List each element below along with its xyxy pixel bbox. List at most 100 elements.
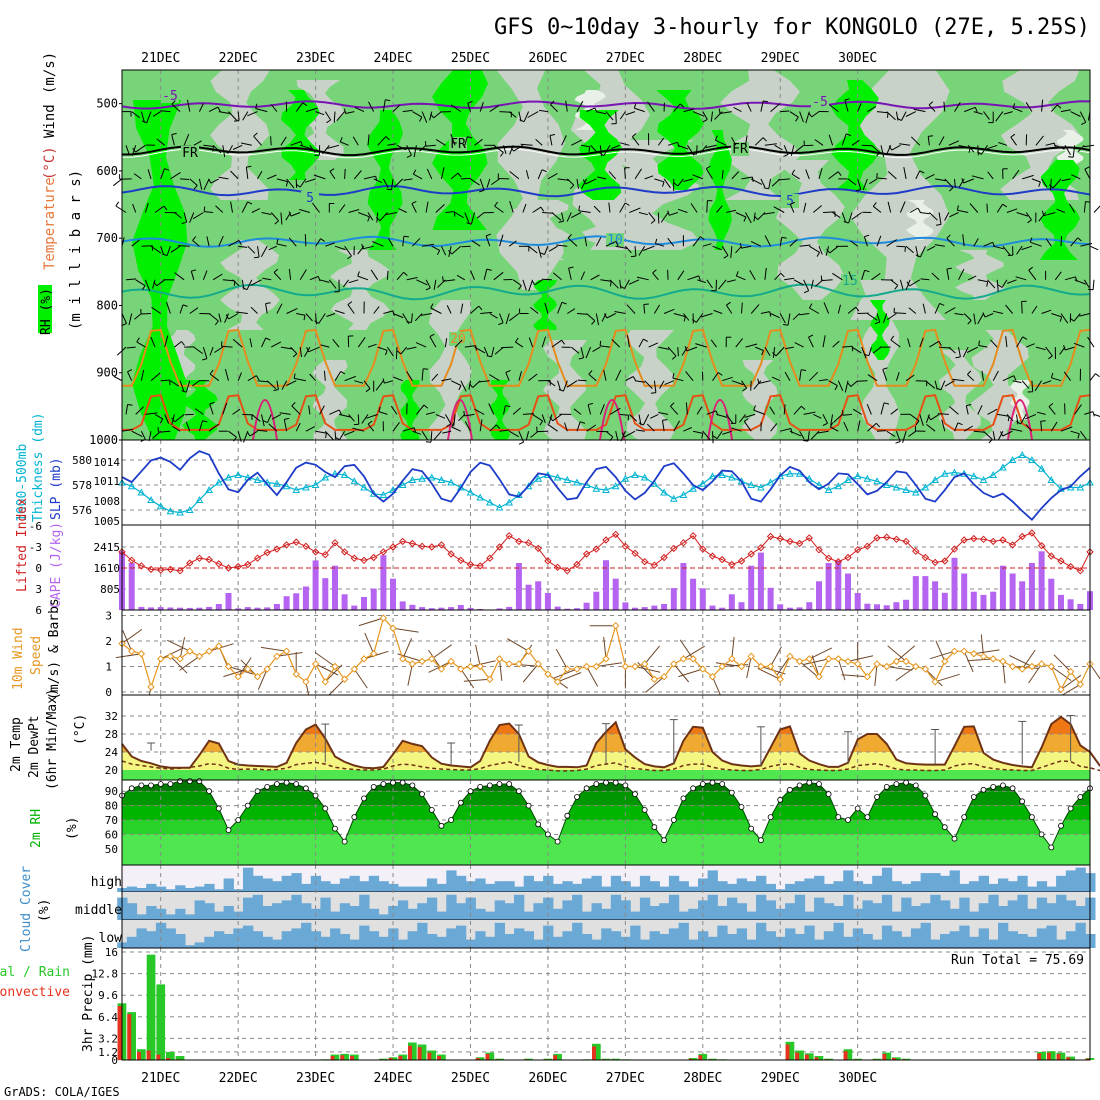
- rh2m-panel-labels: 2m RH (%): [29, 809, 80, 848]
- precip-total-bar: [417, 1044, 427, 1060]
- isotherm-30: [599, 399, 625, 441]
- cloud-high-bar: [214, 889, 225, 892]
- wind10m-barb: [499, 658, 503, 681]
- rh2m-point: [390, 779, 396, 786]
- wind-barb: [830, 414, 834, 426]
- temp-tick-label: 20: [105, 764, 118, 777]
- li-point: [805, 534, 813, 542]
- wind-barb: [867, 422, 877, 432]
- rh-region: [490, 380, 510, 440]
- wind-barb: [585, 178, 597, 185]
- wind-barb-flag: [672, 373, 675, 379]
- wind10m-point: [815, 672, 823, 681]
- precip-total-bar: [1056, 1052, 1066, 1060]
- wind10m-point: [244, 665, 252, 673]
- wind-barb: [177, 245, 190, 247]
- wind-barb: [352, 427, 365, 432]
- cape-bar: [574, 608, 580, 610]
- wind-barb: [318, 313, 326, 324]
- wind-barb: [669, 212, 678, 216]
- wind-barb: [700, 313, 713, 318]
- wind-barb-flag: [539, 420, 544, 426]
- wind10m-barb: [122, 630, 133, 652]
- wind-barb: [402, 427, 415, 432]
- wind-barb: [829, 104, 839, 112]
- wind-barb: [987, 279, 996, 289]
- wind-barb-flag: [1029, 237, 1033, 243]
- cloud-high-bar: [572, 883, 583, 892]
- wind10m-point: [950, 647, 959, 655]
- wind10m-barb: [115, 653, 142, 659]
- thickness-point: [640, 473, 649, 481]
- rh2m-point: [516, 788, 522, 795]
- wind-barb: [664, 380, 674, 386]
- isotherm-label-bg: [449, 332, 467, 346]
- wind-barb: [362, 245, 374, 250]
- precip-total-bar: [127, 1012, 136, 1060]
- wind-barb: [934, 303, 941, 314]
- wind-barb-flag: [753, 215, 759, 220]
- wind-barb-flag: [1013, 375, 1017, 381]
- wind-barb-flag: [347, 255, 352, 260]
- wind-barb: [992, 310, 1004, 314]
- wind-barb: [809, 245, 820, 253]
- wind-barb-flag: [874, 321, 880, 325]
- wind-barb-flag: [478, 305, 483, 311]
- li-point: [766, 532, 775, 541]
- wind10m-point: [737, 662, 746, 671]
- rh2m-point: [912, 782, 919, 789]
- cloud-high-bar: [446, 870, 457, 892]
- wind10m-barb: [208, 643, 234, 652]
- wind-barb-flag: [915, 254, 921, 258]
- isotherm-label: 5: [306, 191, 314, 206]
- wind-barb-flag: [744, 418, 749, 422]
- wind-barb: [212, 273, 223, 281]
- precip-total-bar: [524, 1058, 533, 1060]
- cloud-high-bar: [668, 875, 680, 892]
- cloud-middle-bar: [678, 911, 689, 920]
- wind-barb: [450, 380, 462, 386]
- wind-barb: [954, 422, 959, 432]
- li-point: [689, 532, 697, 540]
- cloud-low-bar: [475, 931, 486, 948]
- rh-region: [850, 70, 950, 320]
- wind-barb: [352, 136, 359, 146]
- wind-barb-flag: [1084, 166, 1090, 170]
- thickness-point: [1076, 483, 1085, 491]
- wind10m-barb: [257, 668, 268, 690]
- cloud-low-label: low: [99, 931, 123, 946]
- cape-bar: [1067, 599, 1074, 610]
- wind-barb: [605, 240, 617, 247]
- isotherm-label: 5: [786, 194, 794, 209]
- wind-barb: [805, 169, 810, 180]
- wind-barb: [343, 430, 355, 436]
- wind-barb: [276, 380, 279, 390]
- wind-barb: [848, 212, 853, 224]
- wind10m-barb: [427, 649, 442, 670]
- wind-barb: [464, 136, 468, 146]
- wind-barb: [131, 430, 143, 438]
- wind-barb: [857, 178, 862, 190]
- wind-barb: [238, 245, 248, 248]
- wind-barb: [509, 200, 514, 213]
- li-point: [621, 542, 630, 551]
- wind-barb-flag: [274, 220, 279, 225]
- cloud-middle-bar: [823, 903, 835, 920]
- wind-barb: [726, 209, 737, 213]
- wind10m-barb: [166, 639, 191, 652]
- wind-barb-flag: [808, 334, 814, 338]
- wind-barb-flag: [887, 112, 889, 118]
- precip-convective-bar: [485, 1053, 490, 1060]
- wind10m-barb: [803, 658, 829, 665]
- wind-barb: [754, 137, 764, 146]
- li-point: [224, 564, 233, 572]
- wind-barb: [378, 411, 388, 415]
- thickness-point: [524, 482, 533, 490]
- wind-barb: [1051, 313, 1062, 318]
- wind-barb-flag: [1022, 336, 1028, 340]
- wind10m-barb: [799, 661, 819, 678]
- wind-barb: [926, 245, 936, 251]
- isotherm-25: [122, 394, 1091, 431]
- wind-barb: [808, 371, 819, 382]
- cloud-low-bar: [504, 934, 515, 948]
